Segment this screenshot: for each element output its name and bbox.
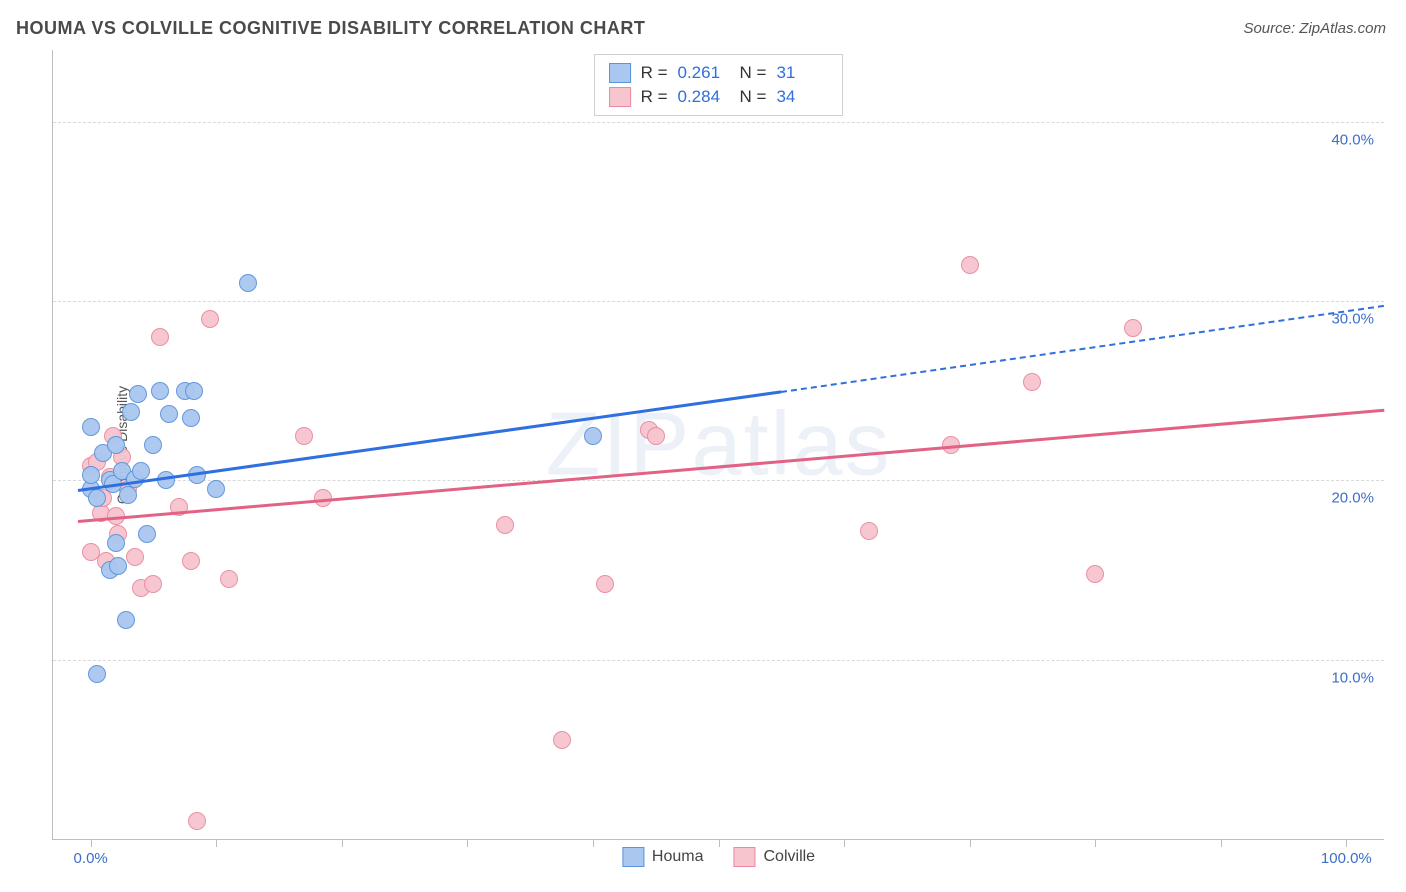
legend-label: Colville — [764, 848, 816, 866]
scatter-point-houma — [82, 418, 100, 436]
scatter-point-houma — [82, 466, 100, 484]
x-tick-label: 0.0% — [74, 850, 108, 867]
x-tick — [216, 839, 217, 847]
scatter-point-houma — [109, 557, 127, 575]
legend-label: Houma — [652, 848, 704, 866]
legend-item: Colville — [734, 847, 816, 867]
scatter-point-houma — [119, 486, 137, 504]
gridline-h — [53, 301, 1384, 302]
chart-title: HOUMA VS COLVILLE COGNITIVE DISABILITY C… — [16, 18, 645, 39]
r-label: R = — [641, 63, 668, 83]
scatter-point-colville — [201, 310, 219, 328]
series-swatch-icon — [734, 847, 756, 867]
scatter-point-houma — [107, 436, 125, 454]
scatter-point-houma — [107, 534, 125, 552]
scatter-point-colville — [496, 516, 514, 534]
n-value: 31 — [776, 63, 828, 83]
y-tick-label: 40.0% — [1331, 131, 1374, 148]
r-value: 0.284 — [678, 87, 730, 107]
scatter-point-colville — [1023, 373, 1041, 391]
scatter-point-colville — [144, 575, 162, 593]
trend-line — [781, 305, 1384, 393]
n-value: 34 — [776, 87, 828, 107]
x-tick — [1095, 839, 1096, 847]
scatter-point-colville — [553, 731, 571, 749]
scatter-point-houma — [122, 403, 140, 421]
scatter-point-colville — [1086, 565, 1104, 583]
scatter-point-houma — [160, 405, 178, 423]
trend-line — [78, 391, 782, 493]
x-tick — [970, 839, 971, 847]
x-tick — [91, 839, 92, 847]
scatter-point-houma — [584, 427, 602, 445]
x-tick — [467, 839, 468, 847]
x-tick — [593, 839, 594, 847]
scatter-point-houma — [182, 409, 200, 427]
scatter-point-colville — [126, 548, 144, 566]
x-tick — [1346, 839, 1347, 847]
trend-line — [78, 409, 1384, 523]
correlation-stats-box: R = 0.261 N = 31 R = 0.284 N = 34 — [594, 54, 844, 116]
scatter-point-houma — [239, 274, 257, 292]
scatter-point-colville — [151, 328, 169, 346]
stats-row: R = 0.284 N = 34 — [609, 85, 829, 109]
gridline-h — [53, 480, 1384, 481]
stats-row: R = 0.261 N = 31 — [609, 61, 829, 85]
scatter-point-houma — [129, 385, 147, 403]
chart-container: HOUMA VS COLVILLE COGNITIVE DISABILITY C… — [0, 0, 1406, 892]
scatter-point-houma — [144, 436, 162, 454]
scatter-point-colville — [860, 522, 878, 540]
y-tick-label: 10.0% — [1331, 669, 1374, 686]
scatter-point-colville — [182, 552, 200, 570]
n-label: N = — [740, 87, 767, 107]
gridline-h — [53, 122, 1384, 123]
n-label: N = — [740, 63, 767, 83]
series-swatch-icon — [622, 847, 644, 867]
scatter-point-houma — [132, 462, 150, 480]
legend-bottom: Houma Colville — [622, 847, 815, 867]
scatter-point-houma — [88, 489, 106, 507]
scatter-point-houma — [117, 611, 135, 629]
x-tick-label: 100.0% — [1321, 850, 1372, 867]
x-tick — [719, 839, 720, 847]
source-attribution: Source: ZipAtlas.com — [1243, 20, 1386, 37]
scatter-point-colville — [961, 256, 979, 274]
scatter-point-houma — [207, 480, 225, 498]
x-tick — [844, 839, 845, 847]
scatter-point-houma — [151, 382, 169, 400]
scatter-point-colville — [647, 427, 665, 445]
scatter-point-colville — [1124, 319, 1142, 337]
scatter-point-colville — [220, 570, 238, 588]
scatter-point-houma — [185, 382, 203, 400]
r-value: 0.261 — [678, 63, 730, 83]
scatter-point-houma — [138, 525, 156, 543]
x-tick — [342, 839, 343, 847]
y-tick-label: 20.0% — [1331, 490, 1374, 507]
scatter-point-colville — [596, 575, 614, 593]
series-swatch-icon — [609, 63, 631, 83]
r-label: R = — [641, 87, 668, 107]
gridline-h — [53, 660, 1384, 661]
scatter-point-colville — [188, 812, 206, 830]
series-swatch-icon — [609, 87, 631, 107]
plot-area: ZIPatlas Cognitive Disability R =0.261N … — [52, 50, 1384, 840]
x-tick — [1221, 839, 1222, 847]
scatter-point-houma — [88, 665, 106, 683]
legend-item: Houma — [622, 847, 704, 867]
scatter-point-colville — [295, 427, 313, 445]
